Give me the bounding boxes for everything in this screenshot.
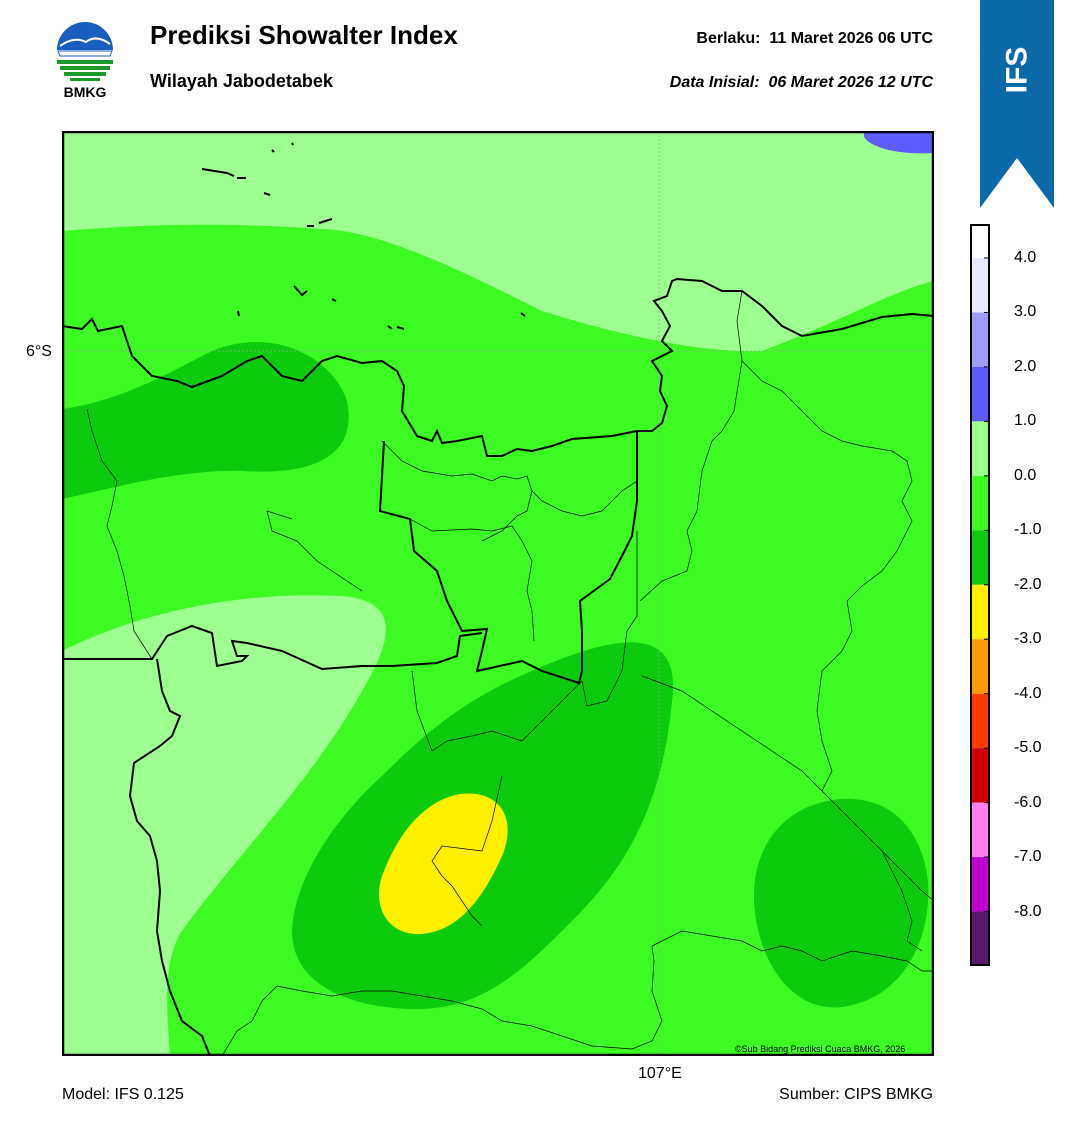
source-label: Sumber: CIPS BMKG [779, 1086, 933, 1103]
thousand-islands [201, 142, 526, 330]
map-frame [62, 131, 934, 1056]
page-title: Prediksi Showalter Index [150, 20, 458, 50]
colorbar-tick-label: 2.0 [1014, 357, 1037, 375]
colorbar-segment [970, 802, 990, 858]
init-label: Data Inisial: [669, 74, 760, 91]
colorbar-segment [970, 366, 990, 422]
colorbar-segment [970, 258, 990, 313]
district-borders [86, 290, 934, 1056]
colorbar-segment [970, 911, 990, 966]
ribbon-label: IFS [980, 20, 1054, 120]
colorbar-tick-label: -2.0 [1014, 575, 1042, 593]
map-panel [62, 131, 934, 1056]
colorbar-tick-label: 0.0 [1014, 466, 1037, 484]
copyright-note: ©Sub Bidang Prediksi Cuaca BMKG, 2026 [735, 1044, 906, 1054]
latitude-label: 6°S [26, 343, 52, 360]
colorbar-segment [970, 639, 990, 694]
colorbar-segment [970, 312, 990, 367]
page-subtitle: Wilayah Jabodetabek [150, 71, 333, 91]
colorbar-segment [970, 857, 990, 912]
ribbon-text: IFS [999, 46, 1033, 94]
field-light-green-north [62, 131, 934, 352]
colorbar [970, 224, 990, 966]
colorbar-segment [970, 748, 990, 803]
model-label: Model: IFS 0.125 [62, 1086, 184, 1103]
colorbar-segment [970, 475, 990, 531]
colorbar-tick-label: -6.0 [1014, 793, 1042, 811]
colorbar-segment [970, 584, 990, 640]
field-light-green-southwest [62, 595, 386, 1056]
valid-value: 11 Maret 2026 06 UTC [769, 30, 933, 47]
colorbar-segment [970, 224, 990, 258]
field-blue-northeast [864, 131, 934, 154]
colorbar-tick-label: 4.0 [1014, 249, 1037, 266]
ifs-ribbon [980, 0, 1054, 208]
colorbar-tick-label: -7.0 [1014, 848, 1042, 866]
colorbar-tick-label: 1.0 [1014, 412, 1037, 430]
colorbar-tick-label: -1.0 [1014, 521, 1042, 539]
west-border [128, 658, 211, 1056]
colorbar-frame [970, 224, 990, 966]
banten-border [62, 624, 483, 671]
field-dark-green-northwest [62, 341, 349, 499]
jakarta-border [378, 431, 638, 685]
field-dark-green-east [753, 798, 929, 1008]
init-value: 06 Maret 2026 12 UTC [768, 74, 933, 91]
valid-time: Berlaku: 11 Maret 2026 06 UTC [696, 30, 933, 48]
longitude-label: 107°E [638, 1065, 682, 1082]
init-time: Data Inisial: 06 Maret 2026 12 UTC [670, 74, 933, 92]
colorbar-segment [970, 421, 990, 476]
colorbar-tick-label: -5.0 [1014, 739, 1042, 757]
valid-label: Berlaku: [696, 30, 761, 47]
colorbar-tick-label: -4.0 [1014, 684, 1042, 702]
coastline [62, 277, 934, 457]
field-yellow-core [378, 793, 508, 935]
colorbar-segment [970, 693, 990, 749]
colorbar-tick-label: 3.0 [1014, 303, 1037, 321]
colorbar-tick-label: -3.0 [1014, 630, 1042, 648]
colorbar-segment [970, 530, 990, 585]
logo-text: BMKG [63, 84, 107, 100]
colorbar-tick-label: -8.0 [1014, 902, 1042, 920]
bmkg-logo-icon [57, 22, 113, 81]
